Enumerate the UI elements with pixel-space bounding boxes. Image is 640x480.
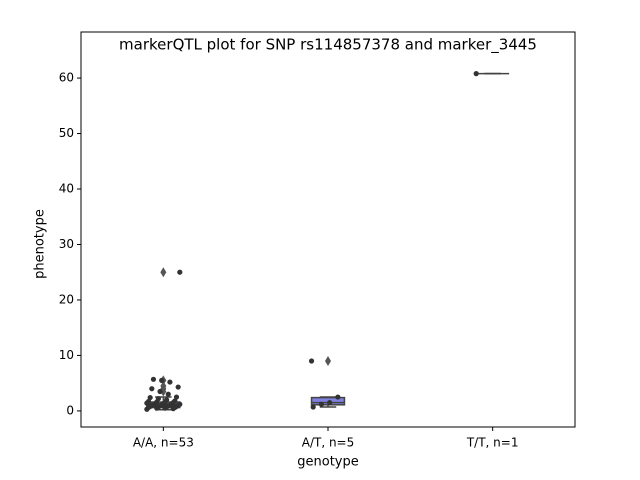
strip-point: [308, 358, 315, 364]
strip-point: [145, 398, 152, 405]
x-tick-label: T/T, n=1: [466, 436, 519, 450]
strip-point: [159, 377, 165, 383]
strip-point: [157, 388, 163, 395]
y-axis-label: phenotype: [33, 209, 48, 279]
strip-point: [164, 397, 170, 403]
x-axis-label: genotype: [297, 455, 358, 470]
strip-point: [167, 379, 173, 385]
strip-point: [172, 398, 178, 404]
x-tick-label: A/T, n=5: [302, 436, 355, 450]
y-tick-label: 30: [59, 237, 74, 251]
flier: [160, 380, 167, 391]
y-tick-label: 60: [59, 71, 74, 85]
strip-point: [327, 399, 333, 406]
chart-title: markerQTL plot for SNP rs114857378 and m…: [119, 36, 537, 55]
y-tick-label: 0: [66, 403, 74, 417]
strip-point: [165, 391, 171, 397]
plot-frame: [80, 31, 576, 428]
x-tick-label: A/A, n=53: [133, 436, 194, 450]
strip-point: [177, 269, 183, 275]
strip-point: [310, 404, 316, 410]
y-tick-label: 40: [59, 182, 74, 196]
strip-point: [318, 401, 325, 407]
flier: [160, 267, 167, 278]
strip-point: [473, 71, 479, 77]
strip-point: [149, 386, 155, 392]
strip-point: [150, 376, 157, 382]
flier: [325, 355, 331, 366]
strip-point: [177, 401, 183, 407]
strip-point: [155, 396, 161, 402]
y-tick-label: 10: [59, 348, 74, 362]
y-tick-label: 50: [59, 126, 74, 140]
strip-point: [173, 394, 180, 400]
strip-point: [175, 384, 181, 390]
strip-point: [335, 394, 341, 400]
strip-point: [147, 394, 153, 401]
y-tick-label: 20: [59, 292, 74, 306]
